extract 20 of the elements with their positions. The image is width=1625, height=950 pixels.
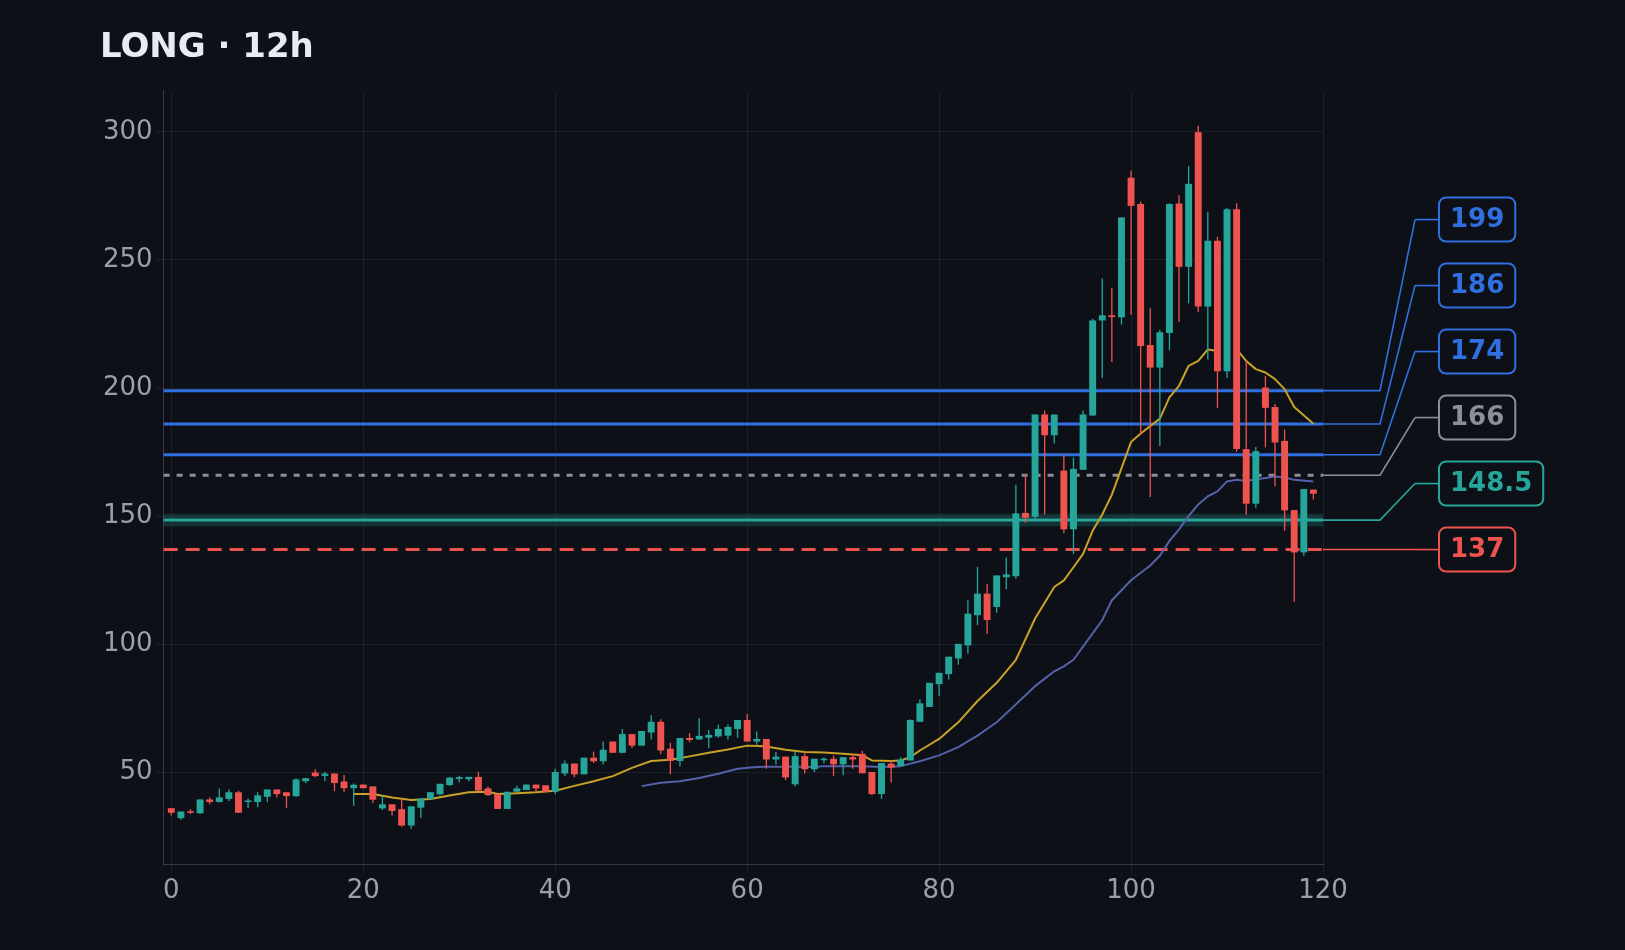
y-tick-label: 50 (119, 755, 153, 786)
legend-label: 166 (1450, 401, 1505, 432)
y-tick-label: 200 (102, 370, 153, 401)
x-tick-label: 40 (538, 874, 572, 905)
legend-label: 199 (1450, 203, 1505, 234)
x-tick-label: 60 (730, 874, 764, 905)
y-tick-label: 250 (102, 242, 153, 273)
x-tick-label: 120 (1298, 874, 1348, 905)
x-tick-label: 0 (163, 874, 180, 905)
x-tick-label: 20 (346, 874, 380, 905)
legend-label: 174 (1450, 335, 1505, 366)
legend-label: 186 (1450, 269, 1505, 300)
legend-label: 148.5 (1450, 467, 1533, 498)
ref-line-label: 137 (1450, 533, 1505, 564)
y-tick-label: 300 (102, 114, 153, 145)
y-tick-label: 100 (102, 627, 153, 658)
y-tick-label: 150 (102, 498, 153, 529)
x-tick-label: 80 (922, 874, 956, 905)
x-tick-label: 100 (1106, 874, 1156, 905)
chart-title: LONG · 12h (100, 25, 314, 66)
